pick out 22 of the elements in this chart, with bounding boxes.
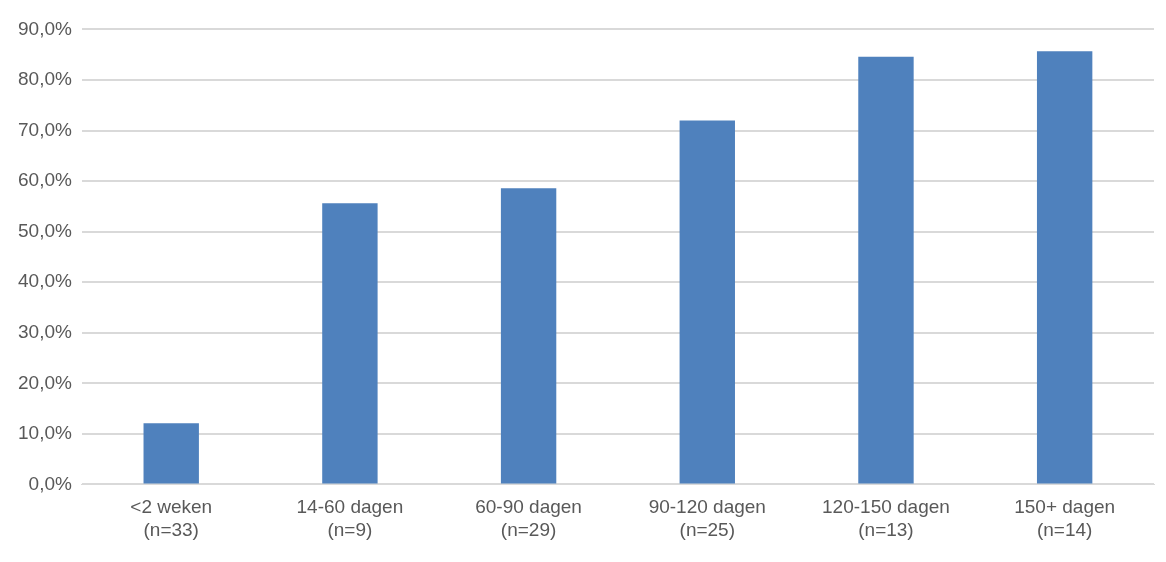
y-tick-label: 90,0% [18,17,72,39]
bar [858,56,914,484]
y-tick-label: 60,0% [18,169,72,191]
y-tick-label: 80,0% [18,68,72,90]
bar [679,120,735,484]
bar [143,423,199,484]
x-tick-label: 14-60 dagen (n=9) [296,496,404,540]
x-tick-label: <2 weken (n=33) [130,496,213,540]
y-tick-label: 20,0% [18,371,72,393]
y-tick-label: 70,0% [18,118,72,140]
x-tick-label: 60-90 dagen (n=29) [475,496,582,540]
y-tick-label: 10,0% [18,422,72,444]
y-tick-label: 0,0% [28,472,72,494]
y-tick-label: 50,0% [18,219,72,241]
y-tick-label: 40,0% [18,270,72,292]
x-tick-label: 90-120 dagen (n=25) [648,496,766,540]
bar [322,203,378,484]
bar [500,188,557,484]
y-tick-label: 30,0% [18,320,72,342]
x-tick-label: 150+ dagen (n=14) [1014,496,1116,540]
bar [1036,51,1093,484]
x-tick-label: 120-150 dagen (n=13) [822,496,950,540]
